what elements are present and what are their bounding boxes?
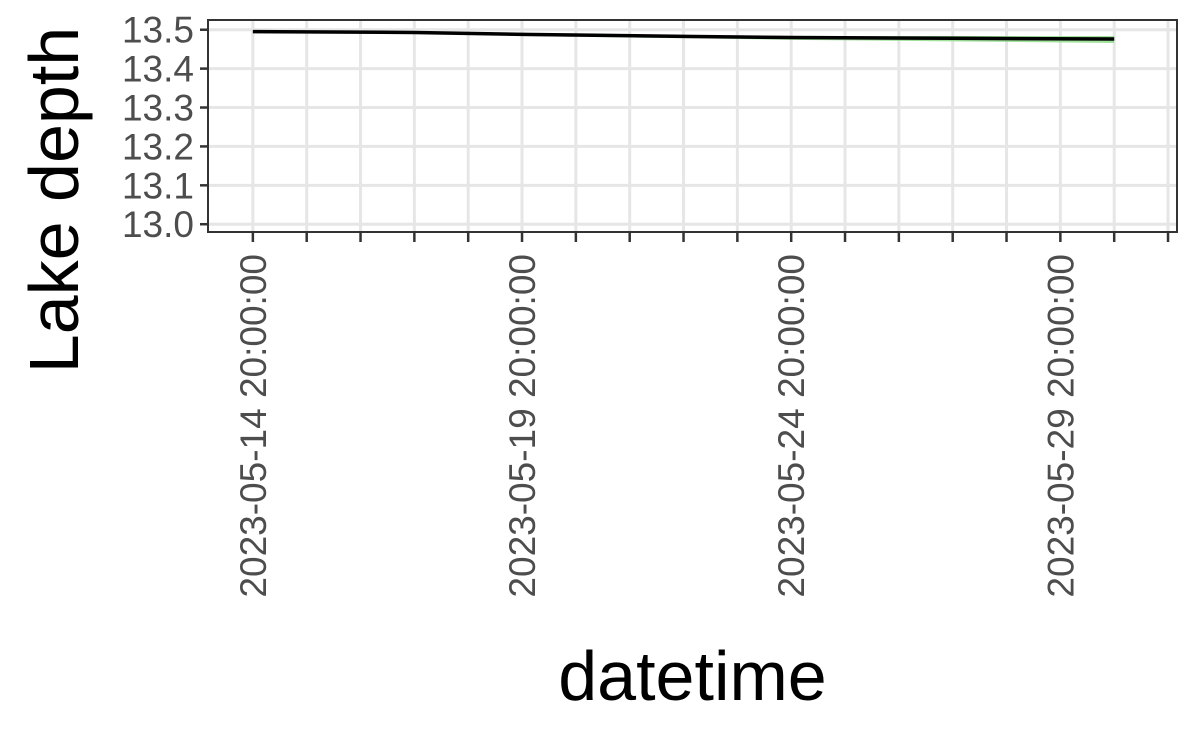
- y-tick-label: 13.3: [122, 88, 194, 129]
- y-tick-label: 13.2: [122, 126, 194, 167]
- x-axis-title: datetime: [558, 637, 826, 715]
- x-tick-label-group: 2023-05-14 20:00:00: [233, 254, 274, 598]
- y-tick-label: 13.4: [122, 49, 194, 90]
- x-tick-label: 2023-05-19 20:00:00: [502, 254, 543, 598]
- x-tick-label-group: 2023-05-29 20:00:00: [1040, 254, 1081, 598]
- x-tick-label-group: 2023-05-24 20:00:00: [771, 254, 812, 598]
- panel-background: [208, 20, 1177, 232]
- y-tick-label: 13.0: [122, 204, 194, 245]
- axis-layer: 13.013.113.213.313.413.5 2023-05-14 20:00…: [122, 10, 1170, 598]
- y-tick-label: 13.1: [122, 165, 194, 206]
- grid-layer: [208, 20, 1177, 232]
- data-layer: [252, 29, 1115, 43]
- x-tick-label: 2023-05-29 20:00:00: [1040, 254, 1081, 598]
- x-tick-label: 2023-05-24 20:00:00: [771, 254, 812, 598]
- y-axis-title: Lake depth: [15, 27, 93, 373]
- x-tick-label-group: 2023-05-19 20:00:00: [502, 254, 543, 598]
- series-line: [252, 29, 1115, 41]
- panel-border: [207, 19, 1178, 233]
- y-tick-label: 13.5: [122, 10, 194, 51]
- x-tick-label: 2023-05-14 20:00:00: [233, 254, 274, 598]
